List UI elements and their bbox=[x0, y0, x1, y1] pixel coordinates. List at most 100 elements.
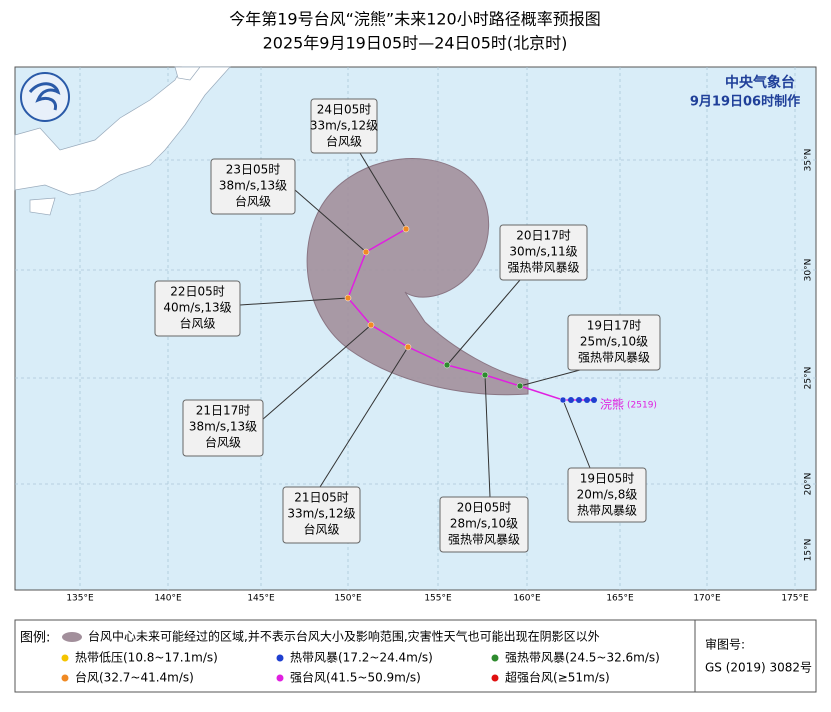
longitude-label: 150°E bbox=[334, 594, 362, 604]
leader-line bbox=[562, 399, 591, 469]
legend-symbol bbox=[491, 654, 499, 662]
forecast-box-bg bbox=[154, 280, 241, 337]
legend-items: 热带低压(10.8~17.1m/s) 热带风暴(17.2~24.4m/s) 强热带风… bbox=[61, 651, 660, 685]
forecast-box-bg bbox=[439, 496, 529, 553]
forecast-wind: 28m/s,10级 bbox=[450, 517, 518, 531]
forecast-time: 22日05时 bbox=[170, 285, 225, 299]
latitude-label: 30°N bbox=[804, 259, 814, 282]
track-point bbox=[404, 343, 412, 351]
longitude-label: 155°E bbox=[424, 594, 452, 604]
forecast-category: 强热带风暴级 bbox=[578, 351, 650, 365]
forecast-time: 20日17时 bbox=[516, 229, 571, 243]
legend-symbol bbox=[61, 674, 69, 682]
leader-line bbox=[261, 324, 372, 421]
leader-line bbox=[484, 374, 491, 498]
track-point bbox=[516, 382, 524, 390]
forecast-box-bg bbox=[182, 399, 264, 457]
latitude-label: 20°N bbox=[804, 473, 814, 496]
latitude-label: 25°N bbox=[804, 367, 814, 390]
legend-frame bbox=[14, 619, 817, 693]
forecast-time: 21日05时 bbox=[294, 491, 349, 505]
legend-symbol bbox=[276, 654, 284, 662]
forecast-category: 台风级 bbox=[235, 194, 271, 209]
logo-mark bbox=[28, 82, 61, 111]
track-point bbox=[443, 361, 451, 369]
forecast-category: 热带风暴级 bbox=[577, 504, 637, 518]
typhoon-code: (2519) bbox=[627, 401, 657, 411]
longitude-label: 160°E bbox=[513, 594, 541, 604]
longitude-label: 170°E bbox=[693, 594, 721, 604]
legend-symbol bbox=[491, 674, 499, 682]
forecast-category: 强热带风暴级 bbox=[448, 533, 520, 547]
past-point bbox=[568, 397, 574, 403]
probability-cone bbox=[306, 158, 529, 396]
forecast-category: 台风级 bbox=[179, 316, 215, 331]
land-japan bbox=[14, 66, 231, 196]
title: 今年第19号台风“浣熊”未来120小时路径概率预报图 bbox=[229, 10, 600, 29]
longitude-label: 165°E bbox=[606, 594, 634, 604]
subtitle: 2025年9月19日05时—24日05时(北京时) bbox=[263, 34, 568, 53]
forecast-box-bg bbox=[567, 314, 661, 371]
track-point bbox=[559, 396, 567, 404]
forecast-wind: 30m/s,11级 bbox=[509, 245, 577, 259]
past-point bbox=[584, 397, 590, 403]
forecast-category: 台风级 bbox=[303, 522, 339, 537]
legend-label: 热带风暴(17.2~24.4m/s) bbox=[290, 651, 433, 665]
leader-line bbox=[319, 346, 409, 488]
cone-note: 台风中心未来可能经过的区域,并不表示台风大小及影响范围,灾害性天气也可能出现在阴… bbox=[88, 629, 600, 644]
legend-label: 超强台风(≥51m/s) bbox=[505, 670, 610, 685]
track-point bbox=[362, 248, 370, 256]
forecast-time: 24日05时 bbox=[317, 103, 372, 117]
leader-line bbox=[239, 297, 349, 306]
approval-label: 审图号: bbox=[705, 637, 745, 652]
longitude-label: 145°E bbox=[247, 594, 275, 604]
track-point bbox=[367, 321, 375, 329]
track-line bbox=[347, 228, 593, 401]
longitude-label: 140°E bbox=[154, 594, 182, 604]
forecast-wind: 38m/s,13级 bbox=[219, 179, 287, 193]
forecast-category: 台风级 bbox=[205, 435, 241, 450]
leader-line bbox=[294, 189, 367, 253]
forecast-box-bg bbox=[282, 486, 361, 544]
track-point bbox=[402, 225, 410, 233]
longitude-label: 175°E bbox=[781, 594, 809, 604]
latitude-label: 15°N bbox=[804, 539, 814, 562]
forecast-category: 台风级 bbox=[326, 134, 362, 149]
legend-label: 强台风(41.5~50.9m/s) bbox=[290, 670, 421, 685]
forecast-time: 19日05时 bbox=[580, 472, 635, 486]
legend-symbol bbox=[61, 654, 69, 662]
forecast-wind: 20m/s,8级 bbox=[577, 488, 638, 502]
forecast-time: 23日05时 bbox=[226, 163, 281, 177]
forecast-wind: 33m/s,12级 bbox=[287, 507, 355, 521]
past-point bbox=[591, 397, 597, 403]
leader-line bbox=[359, 152, 407, 230]
track-point bbox=[344, 294, 352, 302]
forecast-wind: 38m/s,13级 bbox=[189, 420, 257, 434]
cone-swatch bbox=[62, 632, 82, 642]
typhoon-name: 浣熊 bbox=[600, 397, 624, 412]
approval-number: GS (2019) 3082号 bbox=[705, 661, 812, 675]
forecast-box-bg bbox=[210, 158, 296, 215]
forecast-time: 19日17时 bbox=[587, 319, 642, 333]
land-hokkaido bbox=[174, 66, 201, 81]
forecast-box-bg bbox=[567, 467, 647, 523]
leader-line bbox=[519, 369, 581, 387]
leader-line bbox=[446, 279, 521, 366]
forecast-time: 21日17时 bbox=[196, 404, 251, 418]
forecast-time: 20日05时 bbox=[457, 501, 512, 515]
latitude-labels: 35°N 30°N 25°N 20°N 15°N bbox=[804, 149, 814, 562]
forecast-wind: 40m/s,13级 bbox=[163, 301, 231, 315]
issue-time: 9月19日06时制作 bbox=[690, 94, 800, 110]
forecast-wind: 25m/s,10级 bbox=[580, 335, 648, 349]
past-point bbox=[576, 397, 582, 403]
latitude-label: 35°N bbox=[804, 149, 814, 172]
